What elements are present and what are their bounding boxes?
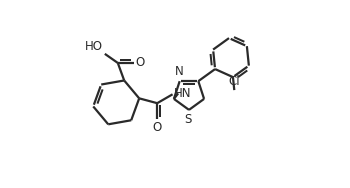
Text: O: O — [153, 121, 162, 134]
Text: Cl: Cl — [229, 75, 240, 88]
Text: HO: HO — [85, 40, 103, 53]
Text: N: N — [175, 65, 183, 78]
Text: S: S — [184, 113, 191, 126]
Text: O: O — [135, 56, 145, 69]
Text: HN: HN — [174, 87, 191, 100]
